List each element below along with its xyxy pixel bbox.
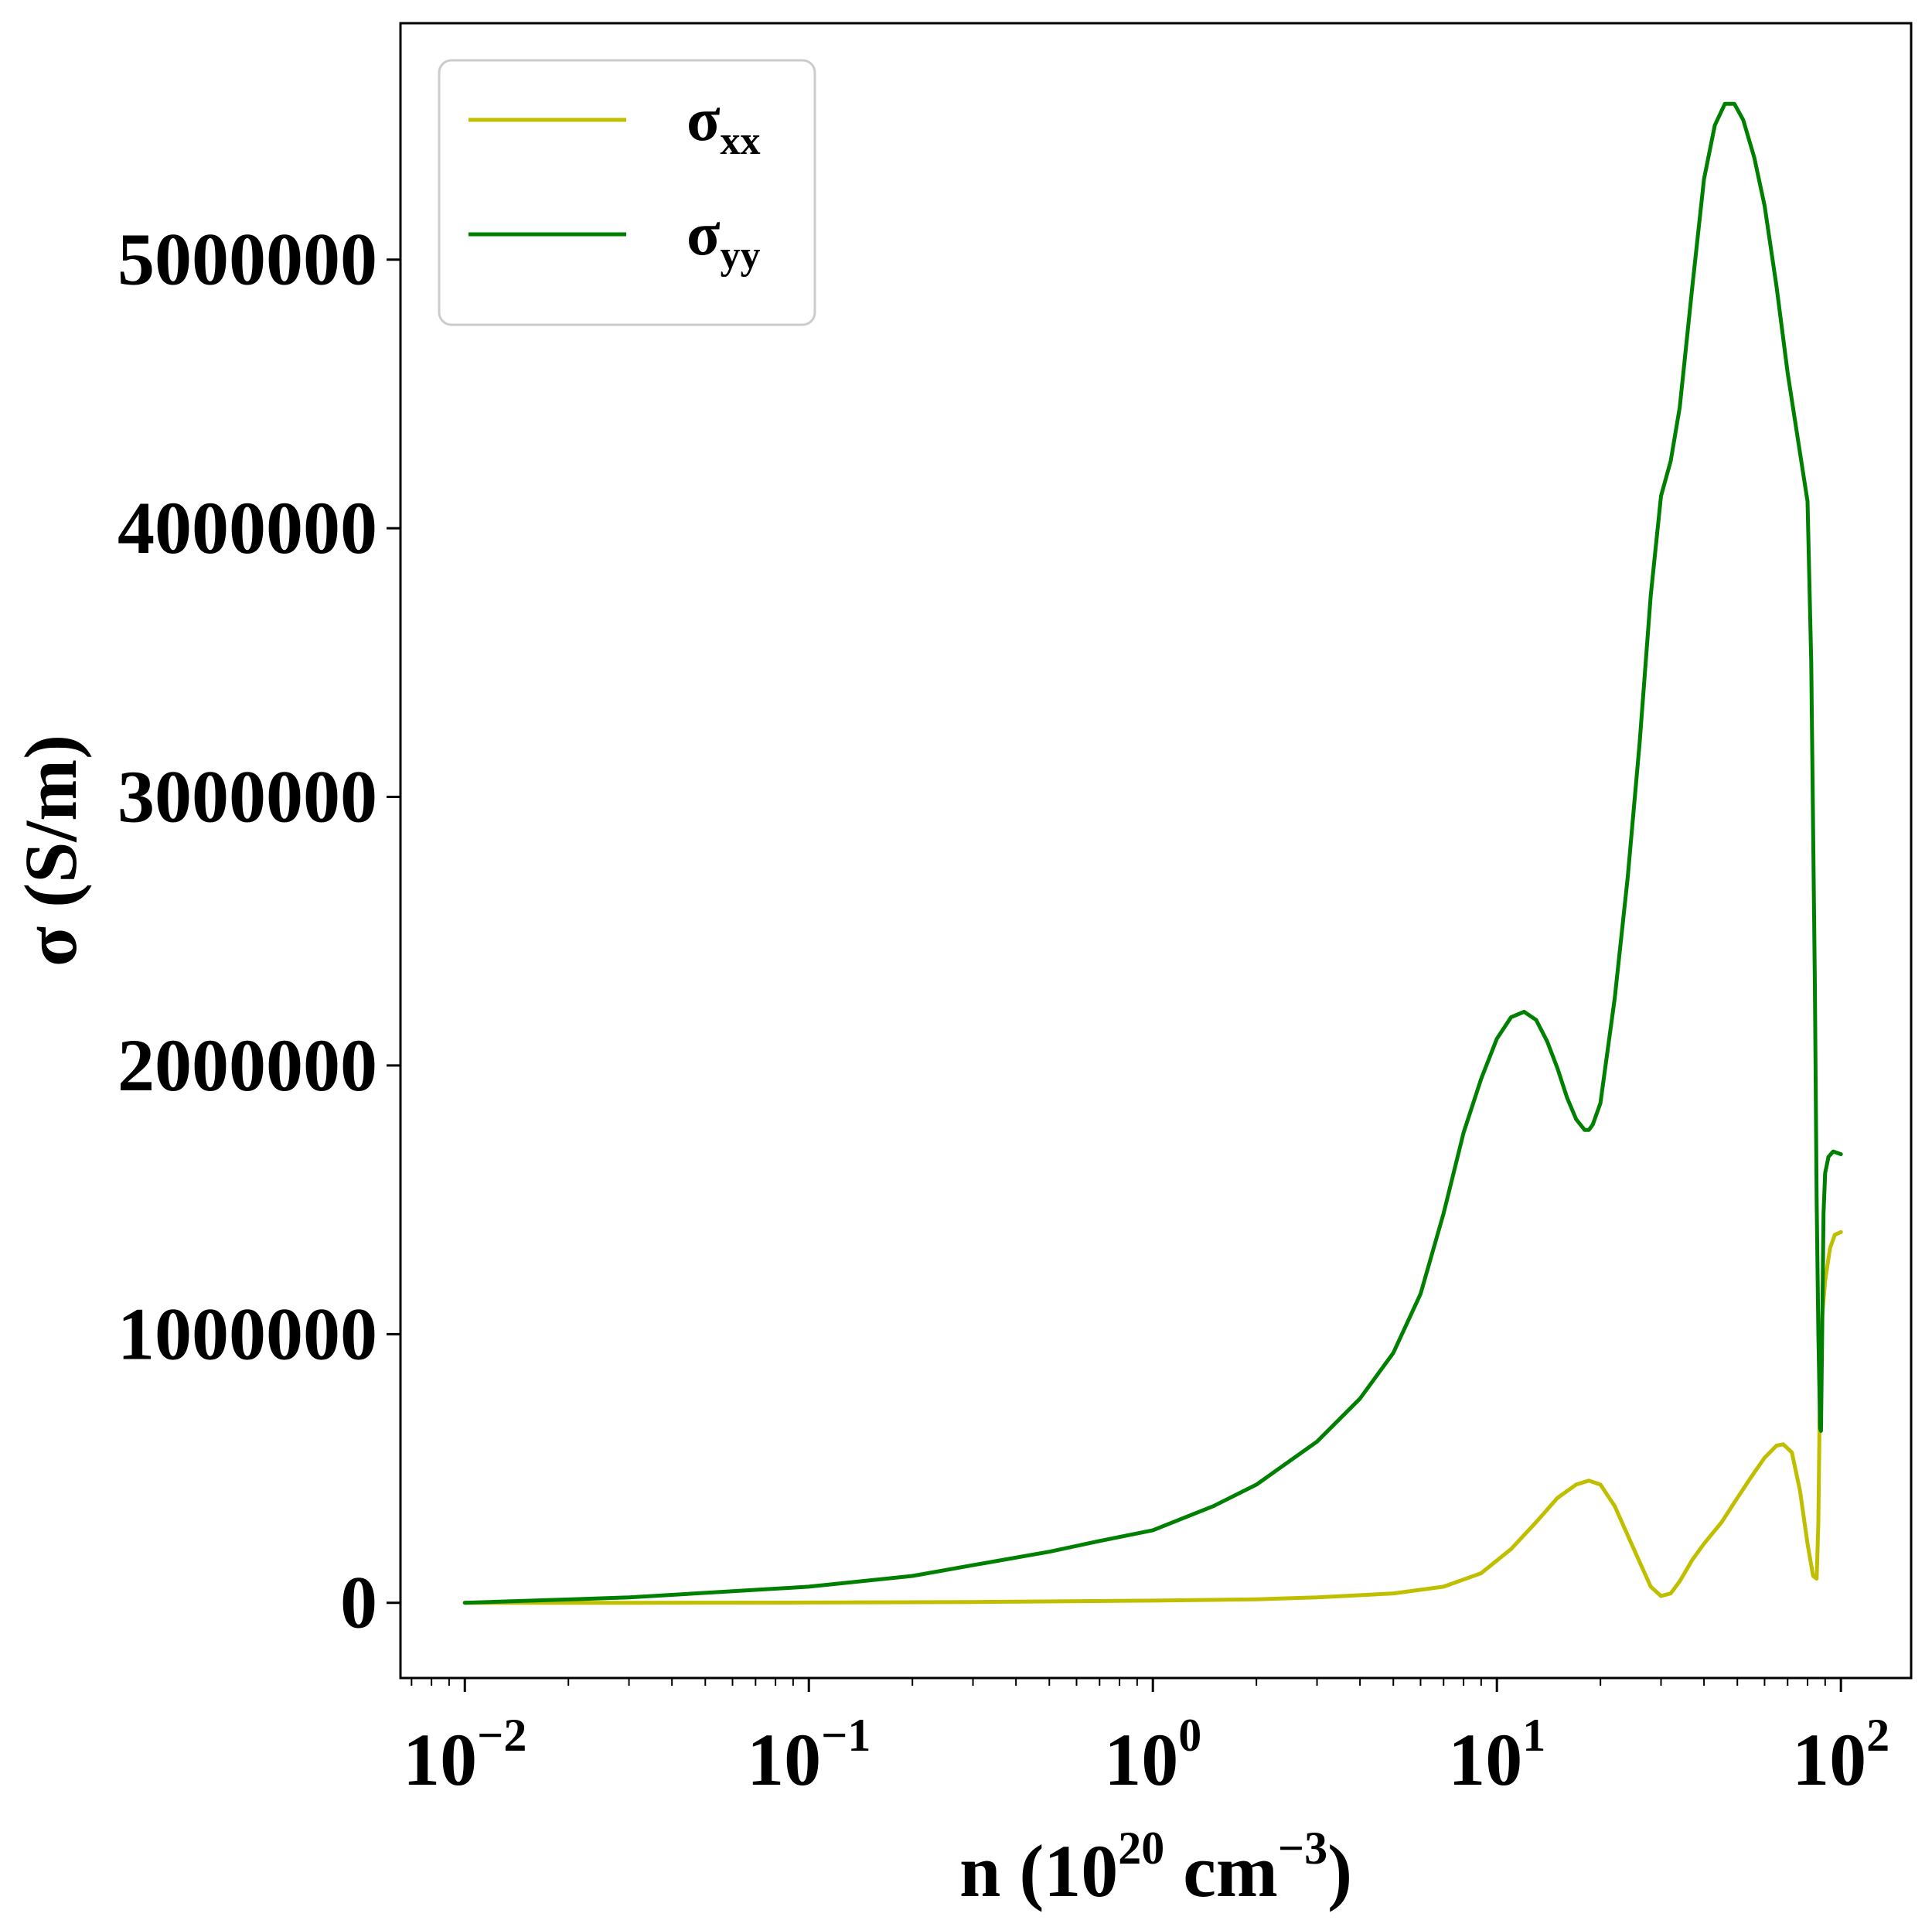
axes-frame (399, 22, 1913, 1680)
x-tick-label: 101 (1448, 1710, 1545, 1801)
series-line-sigma-yy (462, 101, 1843, 1605)
legend-label: σxx (687, 86, 761, 163)
y-tick-label: 3000000 (118, 755, 377, 838)
x-tick-label: 10−1 (747, 1710, 871, 1801)
y-tick-label: 2000000 (118, 1024, 377, 1107)
y-tick-label: 1000000 (118, 1292, 377, 1375)
y-tick-label: 0 (340, 1561, 377, 1644)
series-layer (462, 101, 1843, 1605)
x-axis-label: n (1020 cm−3) (959, 1823, 1352, 1912)
x-tick-label: 100 (1104, 1710, 1201, 1801)
legend-label: σyy (687, 200, 761, 278)
legend-box (438, 59, 816, 326)
x-tick-label: 10−2 (403, 1710, 526, 1801)
y-axis: 0 1000000 2000000 3000000 4000000 5000000 (118, 218, 400, 1644)
legend: σxx σyy (438, 59, 816, 326)
x-tick-label: 102 (1792, 1710, 1889, 1801)
x-axis: 10−2 10−1 100 101 102 (403, 1678, 1889, 1801)
series-line-sigma-xx (462, 1230, 1843, 1605)
y-axis-label: σ (S/m) (9, 735, 92, 967)
y-tick-label: 4000000 (118, 486, 377, 569)
y-tick-label: 5000000 (118, 218, 377, 301)
